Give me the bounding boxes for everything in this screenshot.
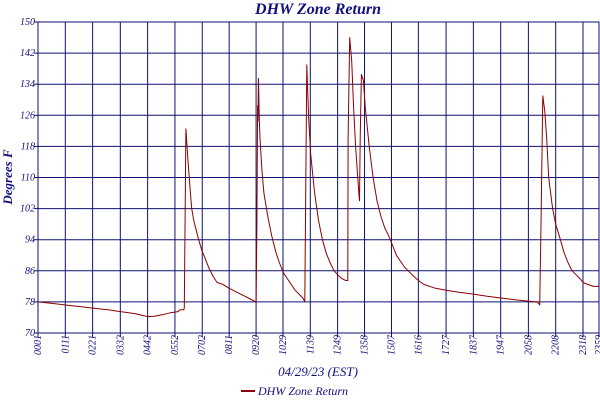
x-tick-label: 0552 [170, 335, 181, 355]
x-tick-label: 0111 [60, 335, 71, 354]
y-tick-label: 126 [20, 110, 35, 121]
x-axis-label: 04/29/23 (EST) [278, 364, 358, 379]
x-tick-label: 1616 [413, 335, 424, 355]
legend-label: DHW Zone Return [257, 384, 348, 398]
x-tick-label: 1837 [468, 334, 479, 355]
y-tick-label: 110 [21, 173, 35, 184]
x-tick-label: 0442 [143, 335, 154, 355]
x-tick-label: 1727 [441, 334, 452, 355]
x-tick-label: 1947 [496, 334, 507, 355]
y-tick-label: 134 [20, 79, 35, 90]
x-tick-label: 2208 [551, 335, 562, 355]
x-tick-label: 0221 [88, 335, 99, 355]
x-tick-label: 0920 [251, 335, 262, 355]
x-tick-label: 0001 [33, 335, 44, 355]
series-layer [37, 37, 599, 318]
x-tick-label: 1029 [278, 335, 289, 355]
grid [34, 21, 600, 337]
y-tick-label: 118 [21, 141, 35, 152]
y-tick-label: 70 [25, 328, 35, 339]
y-tick-label: 78 [25, 297, 35, 308]
x-tick-label: 0332 [115, 335, 126, 355]
x-tick-label: 1358 [360, 335, 371, 355]
y-tick-labels: 70 78 86 94 102 110 118 126 134 142 150 [20, 17, 35, 339]
y-axis-label: Degrees F [0, 149, 15, 206]
x-tick-label: 1139 [305, 335, 316, 354]
series-line [37, 37, 599, 318]
y-tick-label: 102 [20, 204, 35, 215]
x-tick-labels: 0001 0111 0221 0332 0442 0552 0702 0811 0920 1029… [33, 334, 600, 355]
x-tick-label: 2318 [578, 335, 589, 355]
x-tick-label: 1507 [386, 334, 397, 355]
x-tick-label: 1249 [333, 335, 344, 355]
y-tick-label: 94 [25, 235, 35, 246]
x-tick-label: 2058 [523, 335, 534, 355]
x-tick-label: 0811 [224, 335, 235, 354]
y-tick-label: 142 [20, 48, 35, 59]
x-tick-label: 0702 [197, 335, 208, 355]
y-tick-label: 150 [20, 17, 35, 28]
y-tick-label: 86 [25, 266, 35, 277]
x-tick-label: 2359 [594, 335, 600, 355]
legend: DHW Zone Return [241, 384, 348, 398]
chart-title: DHW Zone Return [254, 1, 381, 18]
